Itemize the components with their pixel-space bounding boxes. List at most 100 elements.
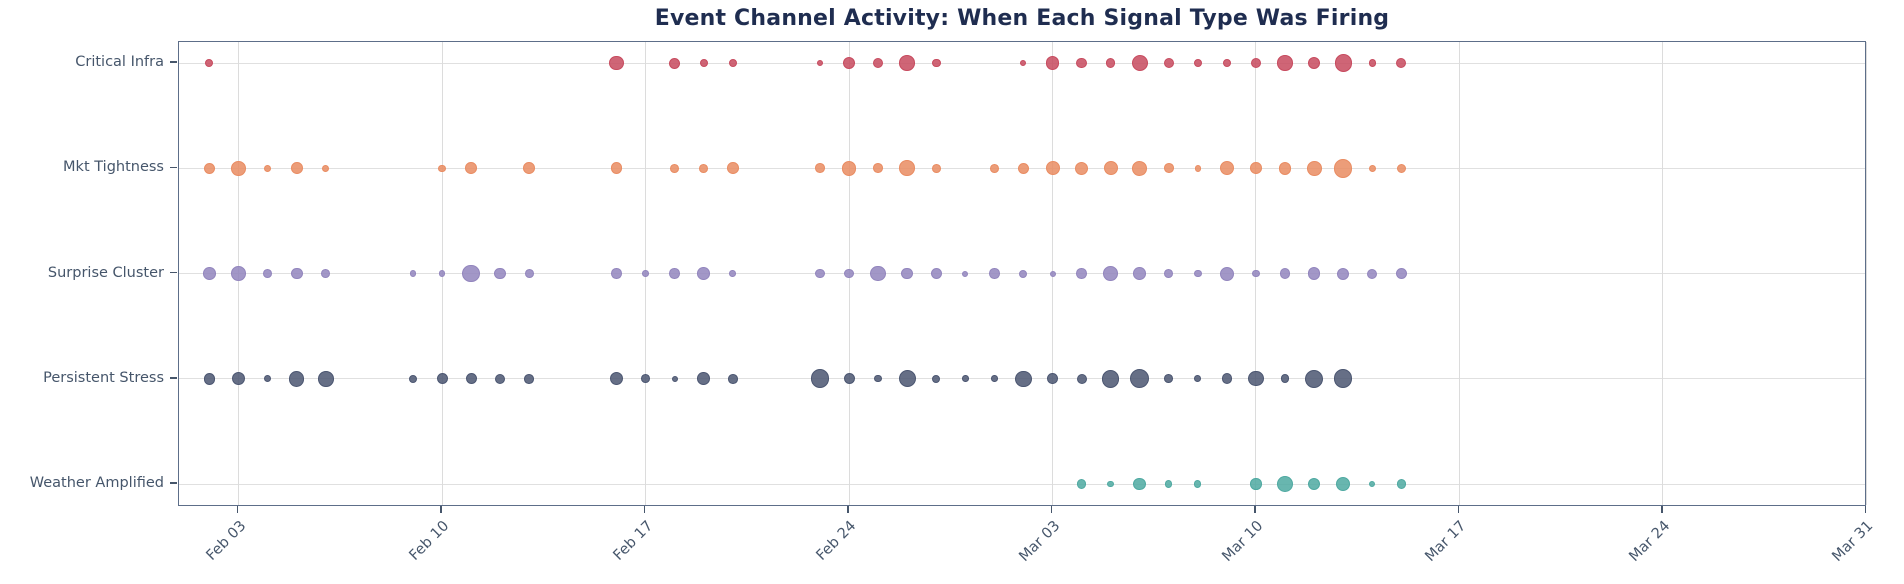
event-dot	[1277, 476, 1293, 492]
event-dot	[1132, 160, 1148, 176]
event-dot	[1163, 57, 1174, 69]
event-dot	[1305, 369, 1324, 388]
event-dot	[1222, 58, 1232, 68]
event-dot	[901, 267, 914, 280]
event-dot	[1101, 369, 1120, 388]
event-dot	[1278, 161, 1292, 175]
y-axis-tick	[170, 482, 177, 484]
y-axis-category-label: Surprise Cluster	[47, 264, 164, 281]
event-dot	[843, 373, 855, 385]
event-dot	[641, 374, 650, 384]
event-dot	[1308, 477, 1321, 491]
event-dot	[726, 162, 739, 175]
event-dot	[697, 267, 710, 280]
event-dot	[699, 163, 709, 173]
event-dot	[1194, 269, 1202, 278]
event-dot	[1221, 373, 1233, 385]
event-dot	[1107, 480, 1114, 488]
x-axis-tick-label: Mar 24	[1626, 518, 1674, 565]
event-dot	[1194, 480, 1202, 488]
event-dot	[697, 372, 710, 386]
chart-title: Event Channel Activity: When Each Signal…	[654, 6, 1390, 31]
event-dot	[1194, 375, 1202, 383]
event-dot	[1252, 269, 1260, 278]
event-dot	[1164, 269, 1174, 278]
x-axis-tick-label: Feb 17	[610, 518, 656, 564]
event-dot	[609, 372, 624, 386]
event-dot	[932, 374, 941, 383]
event-dot	[1306, 160, 1322, 176]
event-dot	[1395, 267, 1408, 280]
y-axis-tick	[170, 377, 177, 379]
event-dot	[290, 162, 303, 175]
vertical-gridline	[1458, 42, 1460, 505]
event-dot	[1076, 373, 1087, 384]
event-dot	[1133, 477, 1147, 491]
event-dot	[231, 266, 246, 281]
event-dot	[1367, 268, 1378, 279]
event-dot	[494, 373, 506, 384]
event-dot	[1049, 270, 1056, 277]
event-dot	[815, 268, 825, 279]
event-dot	[841, 160, 857, 176]
event-dot	[438, 270, 446, 277]
event-dot	[815, 163, 825, 174]
event-dot	[1017, 162, 1029, 174]
event-dot	[642, 270, 649, 277]
x-axis-tick	[643, 506, 646, 513]
event-dot	[1103, 161, 1118, 176]
event-dot	[729, 270, 737, 277]
event-dot	[494, 267, 507, 280]
x-axis-tick	[1661, 506, 1663, 513]
x-axis-tick	[440, 506, 442, 513]
event-dot	[1307, 267, 1321, 280]
x-axis-tick-label: Feb 03	[203, 518, 249, 564]
event-dot	[1045, 56, 1060, 70]
event-dot	[1131, 54, 1148, 72]
event-dot	[727, 373, 738, 384]
event-dot	[465, 373, 477, 385]
event-dot	[1396, 479, 1406, 489]
event-dot	[931, 163, 941, 173]
event-dot	[989, 163, 999, 173]
event-dot	[611, 268, 622, 279]
event-dot	[438, 164, 446, 172]
event-dot	[931, 58, 941, 68]
event-dot	[962, 270, 969, 277]
event-dot	[1076, 57, 1087, 69]
event-dot	[1396, 58, 1407, 68]
event-dot	[989, 268, 1000, 279]
event-dot	[1133, 267, 1146, 280]
plot-area	[178, 41, 1867, 506]
event-dot	[1074, 161, 1089, 175]
event-dot	[899, 55, 915, 71]
event-dot	[669, 268, 680, 279]
event-dot	[409, 270, 417, 277]
event-dot	[322, 164, 330, 172]
event-dot	[203, 162, 215, 174]
x-axis-tick-label: Feb 10	[406, 518, 453, 564]
event-dot	[873, 163, 883, 174]
event-dot	[1369, 480, 1376, 488]
event-dot	[231, 372, 246, 386]
event-dot	[408, 374, 417, 383]
event-dot	[263, 164, 272, 172]
event-dot	[898, 370, 916, 388]
event-dot	[1194, 164, 1202, 172]
event-dot	[1250, 57, 1262, 69]
event-dot	[523, 162, 536, 175]
event-dot	[699, 59, 708, 67]
horizontal-gridline	[179, 483, 1865, 485]
event-dot	[1047, 373, 1058, 385]
event-dot	[1165, 480, 1173, 488]
event-dot	[1219, 266, 1234, 281]
y-axis-tick	[170, 271, 177, 274]
event-dot	[991, 375, 998, 383]
event-dot	[1250, 162, 1262, 175]
y-axis-tick	[170, 61, 177, 63]
y-axis-category-label: Critical Infra	[75, 54, 164, 70]
y-axis-category-label: Weather Amplified	[29, 475, 164, 491]
event-dot	[1193, 59, 1202, 67]
x-axis-tick-label: Feb 24	[813, 518, 860, 564]
